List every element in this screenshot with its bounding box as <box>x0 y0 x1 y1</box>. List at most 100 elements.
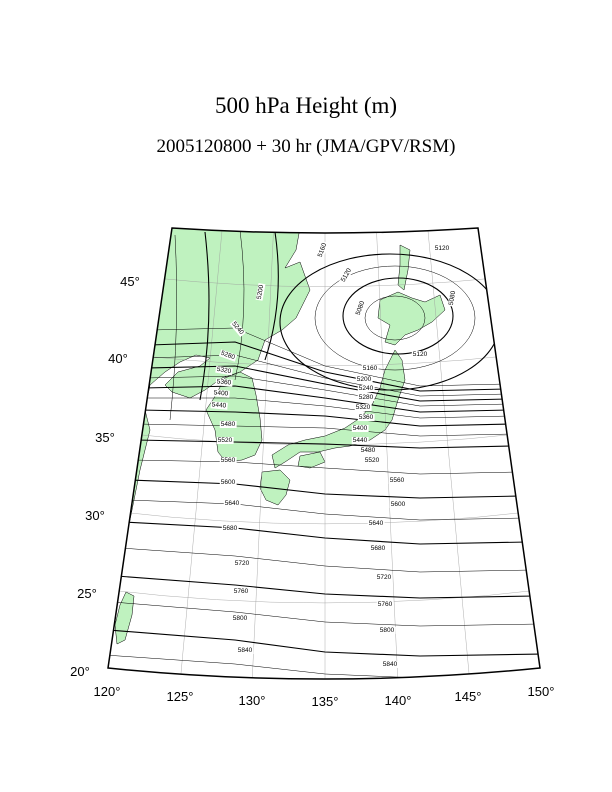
parallel <box>154 277 496 287</box>
contour-line <box>120 547 532 573</box>
contour-label-bg <box>361 365 379 372</box>
contour-label-bg <box>231 615 249 622</box>
contour-label: 5840 <box>383 661 398 668</box>
contour-label: 5560 <box>221 457 236 464</box>
contour-label-bg <box>219 479 237 486</box>
longitude-label: 140° <box>385 693 412 708</box>
contour-label: 5320 <box>216 366 232 375</box>
longitude-label: 150° <box>528 684 555 699</box>
contour-label-bg <box>221 525 239 532</box>
contour-label-bg <box>215 378 233 387</box>
contour-line <box>264 231 279 361</box>
contour-label-bg <box>447 288 458 307</box>
contour-label: 5200 <box>357 376 372 383</box>
contour-line <box>143 385 509 413</box>
contour-line <box>138 423 513 437</box>
latitude-label: 40° <box>108 351 128 366</box>
contour-line <box>112 601 540 627</box>
title: 500 hPa Height (m) <box>215 93 397 118</box>
contour-label: 5640 <box>369 520 384 527</box>
latitude-label: 20° <box>70 664 90 679</box>
parallel <box>120 511 529 525</box>
contour-label-bg <box>378 627 396 634</box>
contour-line <box>145 375 509 407</box>
latitude-label: 30° <box>85 508 105 523</box>
contour-label-bg <box>232 588 250 595</box>
contour-label: 5600 <box>221 479 236 486</box>
contour-label: 5280 <box>220 350 236 362</box>
contour-label: 5720 <box>235 560 250 567</box>
contour-label: 5080 <box>355 300 367 316</box>
contour-label: 5200 <box>256 284 265 300</box>
contour-label-bg <box>216 437 234 444</box>
contour-label-bg <box>357 394 375 401</box>
contour-label-bg <box>411 351 429 358</box>
meridian <box>375 228 399 679</box>
meridian <box>426 228 471 679</box>
contour-label: 5080 <box>448 290 457 306</box>
contour-label-bg <box>381 661 399 668</box>
contour-label-bg <box>233 560 251 567</box>
contour-label: 5680 <box>371 545 386 552</box>
contour-label-bg <box>376 601 394 608</box>
contour-label: 5120 <box>413 351 428 358</box>
contour-label: 5280 <box>359 394 374 401</box>
subtitle: 2005120800 + 30 hr (JMA/GPV/RSM) <box>157 136 456 157</box>
contour-label: 5120 <box>435 245 450 252</box>
meridian <box>179 228 224 679</box>
contour-label: 5400 <box>353 425 368 432</box>
contour-label: 5360 <box>216 378 231 386</box>
longitude-label: 145° <box>455 689 482 704</box>
contour-label-bg <box>223 500 241 507</box>
contour-line <box>130 479 522 499</box>
contour-label: 5360 <box>359 414 374 421</box>
latitude-label: 35° <box>95 430 115 445</box>
contour-label: 5800 <box>233 615 248 622</box>
contour-label-bg <box>354 298 367 318</box>
contour-label-bg <box>363 457 381 464</box>
contour-line <box>136 439 515 449</box>
contour-label-bg <box>229 319 246 338</box>
contour-label: 5640 <box>225 500 240 507</box>
contour-label-bg <box>388 477 406 484</box>
contour-label: 5560 <box>390 477 405 484</box>
contour-line <box>314 265 476 371</box>
contour-label: 5520 <box>218 437 233 444</box>
contour-line <box>133 459 518 475</box>
contours <box>108 229 540 679</box>
contour-label: 5400 <box>213 389 228 397</box>
map-frame <box>107 227 541 680</box>
contour-label-bg <box>215 365 234 376</box>
contour-label: 5760 <box>378 601 393 608</box>
hokkaido <box>377 291 446 346</box>
contour-label-bg <box>354 404 372 411</box>
contour-line <box>234 229 245 381</box>
latitude-label: 25° <box>77 586 97 601</box>
contour-label-bg <box>255 282 266 301</box>
contour-label-bg <box>212 389 230 398</box>
contour-label: 5600 <box>391 501 406 508</box>
parallel <box>132 433 518 446</box>
parallel <box>109 589 540 604</box>
contour-label: 5160 <box>363 365 378 372</box>
contour-label-bg <box>210 401 228 410</box>
contour-line <box>108 629 540 657</box>
contour-label: 5760 <box>234 588 249 595</box>
latitude-label: 45° <box>120 274 140 289</box>
contour-label: 5160 <box>317 242 329 258</box>
contour-label-bg <box>219 457 237 464</box>
contour-label-bg <box>236 647 254 654</box>
contour-line <box>199 231 210 401</box>
contour-label-bg <box>355 376 373 383</box>
contour-label: 5800 <box>380 627 395 634</box>
longitude-label: 130° <box>239 693 266 708</box>
longitude-label: 120° <box>94 684 121 699</box>
contour-label: 5440 <box>211 401 226 409</box>
contour-label-bg <box>339 266 354 285</box>
contour-line <box>152 327 506 387</box>
contour-label: 5520 <box>365 457 380 464</box>
contour-line <box>364 295 426 341</box>
contour-label-bg <box>375 574 393 581</box>
shikoku <box>297 451 326 469</box>
